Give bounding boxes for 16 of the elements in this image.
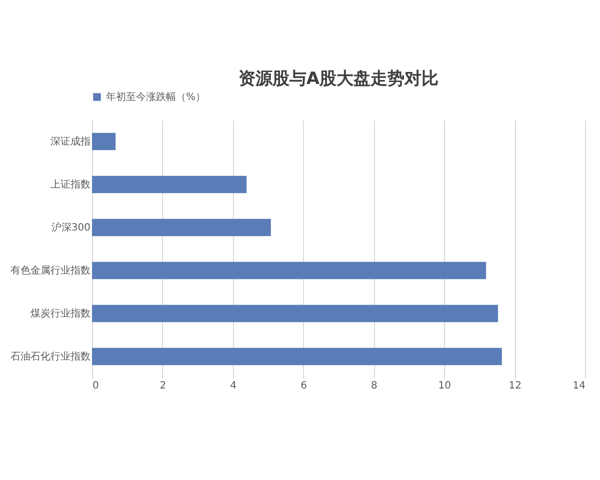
y-tick-label: 上证指数: [50, 178, 90, 190]
y-tick-label: 石油石化行业指数: [10, 350, 90, 362]
x-tick-label: 0: [92, 380, 99, 392]
x-tick-label: 14: [572, 380, 586, 392]
x-tick-label: 8: [371, 380, 378, 392]
x-tick-label: 2: [160, 380, 166, 392]
legend-label: 年初至今涨跌幅（%）: [106, 91, 206, 103]
x-tick-label: 10: [438, 380, 452, 392]
y-tick-label: 有色金属行业指数: [10, 264, 90, 276]
y-tick-label: 深证成指: [50, 136, 90, 148]
x-tick-label: 4: [230, 380, 237, 392]
y-tick-label: 煤炭行业指数: [30, 308, 90, 320]
x-tick-label: 12: [508, 380, 522, 392]
x-tick-label: 6: [300, 380, 307, 392]
y-tick-label: 沪深300: [51, 222, 90, 234]
chart-title: 资源股与A股大盘走势对比: [238, 69, 439, 89]
